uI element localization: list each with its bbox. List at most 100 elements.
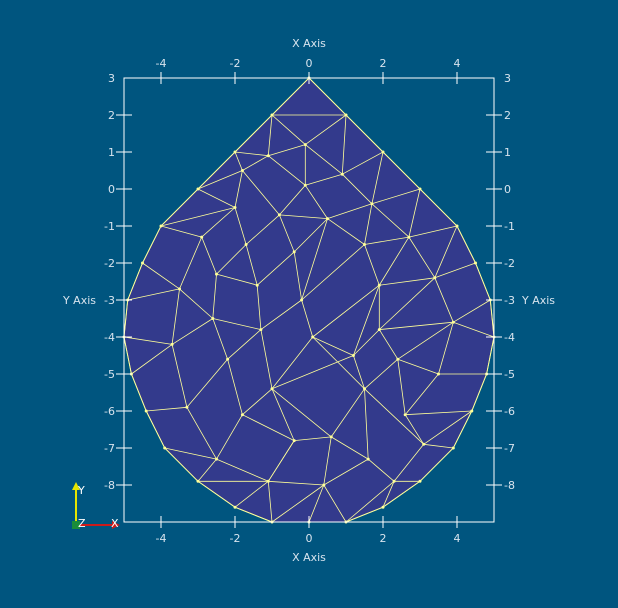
mesh-edge xyxy=(171,288,180,345)
mesh-edge xyxy=(267,144,306,157)
y-tick-label-left: -2 xyxy=(104,257,115,270)
y-tick-label-right: 1 xyxy=(504,146,511,159)
x-axis-title-bottom: X Axis xyxy=(292,551,326,564)
x-tick-label-top: 2 xyxy=(380,57,387,70)
mesh-vertex xyxy=(163,446,167,450)
mesh-vertex xyxy=(377,328,381,332)
mesh-edge xyxy=(364,236,410,245)
mesh-vertex xyxy=(233,206,237,209)
mesh-edge xyxy=(378,277,436,331)
mesh-vertex xyxy=(144,409,148,413)
mesh-edge xyxy=(382,151,421,190)
mesh-outline xyxy=(123,77,495,523)
mesh-edge xyxy=(330,388,365,438)
mesh-edge xyxy=(397,358,439,375)
mesh-edge xyxy=(245,244,258,286)
mesh-vertex xyxy=(266,479,270,483)
mesh-edge xyxy=(145,410,166,449)
x-tick-label-bottom: 2 xyxy=(380,532,387,545)
mesh-vertex xyxy=(377,283,381,287)
mesh-edge xyxy=(234,480,269,508)
mesh-edge xyxy=(256,251,295,286)
mesh-vertex xyxy=(351,354,355,357)
x-tick-label-top: 4 xyxy=(454,57,461,70)
mesh-vertex xyxy=(392,479,396,483)
mesh-edge xyxy=(212,273,217,319)
mesh-edge xyxy=(404,410,473,416)
mesh-vertex xyxy=(329,435,333,439)
mesh-edge xyxy=(267,480,325,486)
x-tick-label-top: 0 xyxy=(306,57,313,70)
y-tick-label-left: -4 xyxy=(104,331,115,344)
mesh-edge xyxy=(234,151,243,171)
mesh-vertex xyxy=(403,413,407,417)
mesh-vertex xyxy=(381,150,385,154)
mesh-edge xyxy=(160,188,199,227)
mesh-edge xyxy=(197,170,243,190)
mesh-vertex xyxy=(240,413,244,417)
mesh-edge xyxy=(278,214,295,253)
mesh-vertex xyxy=(159,224,163,228)
mesh-edge xyxy=(179,236,203,290)
mesh-edge xyxy=(201,236,217,275)
x-tick-label-top: -2 xyxy=(230,57,241,70)
mesh-edge xyxy=(212,318,262,331)
mesh-edge xyxy=(397,321,454,360)
orientation-z-label: Z xyxy=(78,517,86,530)
mesh-edge xyxy=(345,480,395,523)
mesh-edge xyxy=(234,114,273,153)
axes-layer: X Axis X Axis Y Axis Y Axis -4 -4 -2 -2 0 0 2 2… xyxy=(62,37,555,564)
y-axis-title-left: Y Axis xyxy=(62,294,96,307)
y-tick-label-left: 1 xyxy=(108,146,115,159)
mesh-vertex xyxy=(215,272,218,276)
mesh-edge xyxy=(486,336,495,375)
mesh-edge xyxy=(301,244,365,301)
mesh-vertex xyxy=(277,213,281,217)
mesh-vertex xyxy=(363,387,366,391)
mesh-edge xyxy=(323,484,347,523)
mesh-vertex xyxy=(437,372,440,376)
mesh-edge xyxy=(364,388,425,445)
mesh-vertex xyxy=(178,287,181,291)
mesh-vertex xyxy=(474,261,477,265)
mesh-vertex xyxy=(226,357,230,361)
mesh-edge xyxy=(378,236,410,286)
mesh-vertex xyxy=(185,405,189,409)
mesh-edge xyxy=(382,480,421,508)
mesh-vertex xyxy=(370,202,374,206)
mesh-edge xyxy=(267,114,273,157)
y-tick-label-right: 3 xyxy=(504,72,511,85)
mesh-edge xyxy=(293,218,328,253)
y-tick-label-left: -7 xyxy=(104,442,115,455)
y-tick-label-left: -6 xyxy=(104,405,115,418)
mesh-edge xyxy=(212,318,229,360)
mesh-edge xyxy=(164,447,217,460)
mesh-layer xyxy=(122,76,496,524)
mesh-vertex xyxy=(215,457,218,461)
mesh-edge xyxy=(308,484,325,523)
mesh-edge xyxy=(241,155,269,171)
mesh-vertex xyxy=(196,187,200,191)
y-tick-label-right: -4 xyxy=(504,331,515,344)
mesh-edge xyxy=(197,188,236,208)
mesh-edge xyxy=(327,203,373,220)
mesh-edge xyxy=(352,284,380,356)
mesh-edge xyxy=(423,410,473,445)
mesh-edge xyxy=(142,262,180,290)
mesh-vertex xyxy=(303,183,307,187)
mesh-edge xyxy=(371,151,384,205)
mesh-edge xyxy=(142,225,162,264)
y-tick-label-right: -3 xyxy=(504,294,515,307)
mesh-edge xyxy=(382,480,395,508)
mesh-edge xyxy=(160,225,203,238)
mesh-vertex xyxy=(311,335,315,339)
mesh-edge xyxy=(123,336,132,375)
mesh-edge xyxy=(419,447,454,482)
mesh-edge xyxy=(352,355,365,390)
mesh-edge xyxy=(271,114,306,146)
mesh-edge xyxy=(475,262,491,301)
mesh-vertex xyxy=(396,357,400,361)
mesh-edge xyxy=(256,284,262,331)
